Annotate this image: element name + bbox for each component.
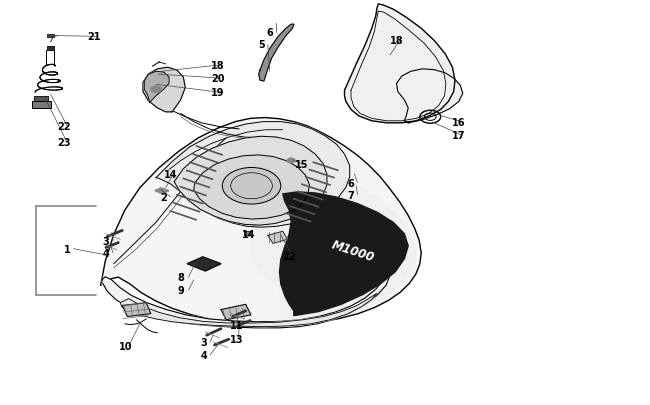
Text: 19: 19: [211, 88, 225, 98]
Text: 9: 9: [177, 286, 184, 295]
Bar: [244, 232, 250, 236]
Polygon shape: [396, 70, 463, 124]
Text: 3: 3: [103, 236, 109, 246]
Text: 14: 14: [164, 169, 177, 179]
Bar: [34, 97, 48, 102]
Circle shape: [287, 159, 295, 164]
Polygon shape: [101, 265, 390, 328]
Text: 5: 5: [259, 40, 265, 50]
Polygon shape: [194, 156, 309, 220]
Text: 13: 13: [229, 334, 243, 344]
Text: 6: 6: [266, 28, 273, 38]
Text: 3: 3: [200, 337, 207, 347]
Text: 23: 23: [57, 138, 71, 147]
Circle shape: [222, 168, 281, 205]
Polygon shape: [143, 68, 185, 113]
Text: M1000: M1000: [330, 238, 376, 264]
Polygon shape: [221, 305, 251, 320]
Text: 10: 10: [119, 341, 133, 351]
Polygon shape: [144, 72, 169, 103]
Polygon shape: [101, 118, 421, 325]
Bar: [47, 47, 54, 51]
Bar: [47, 35, 54, 38]
Polygon shape: [120, 294, 377, 327]
Text: 8: 8: [177, 273, 185, 282]
Text: 12: 12: [283, 251, 296, 261]
Text: 18: 18: [390, 36, 404, 46]
Polygon shape: [259, 25, 294, 82]
Text: 14: 14: [242, 230, 255, 240]
Text: 17: 17: [452, 131, 465, 141]
Text: 20: 20: [211, 74, 225, 84]
Text: 4: 4: [200, 350, 207, 360]
Text: 1: 1: [64, 244, 70, 254]
Text: 4: 4: [103, 248, 109, 258]
Polygon shape: [174, 137, 327, 226]
Text: 22: 22: [57, 122, 71, 131]
Polygon shape: [250, 165, 416, 324]
Polygon shape: [187, 257, 221, 271]
Text: 15: 15: [294, 160, 308, 170]
Polygon shape: [344, 5, 455, 124]
Text: 16: 16: [452, 117, 465, 127]
Text: 11: 11: [229, 320, 243, 330]
Polygon shape: [156, 122, 350, 228]
Text: 21: 21: [88, 32, 101, 42]
Text: 2: 2: [161, 192, 167, 202]
Text: 18: 18: [211, 61, 225, 70]
Polygon shape: [280, 192, 408, 316]
FancyBboxPatch shape: [32, 101, 51, 109]
Text: 6: 6: [348, 178, 354, 188]
Polygon shape: [122, 303, 151, 317]
Polygon shape: [268, 232, 287, 244]
Polygon shape: [155, 188, 169, 194]
Circle shape: [151, 87, 161, 93]
Text: 7: 7: [348, 190, 354, 200]
